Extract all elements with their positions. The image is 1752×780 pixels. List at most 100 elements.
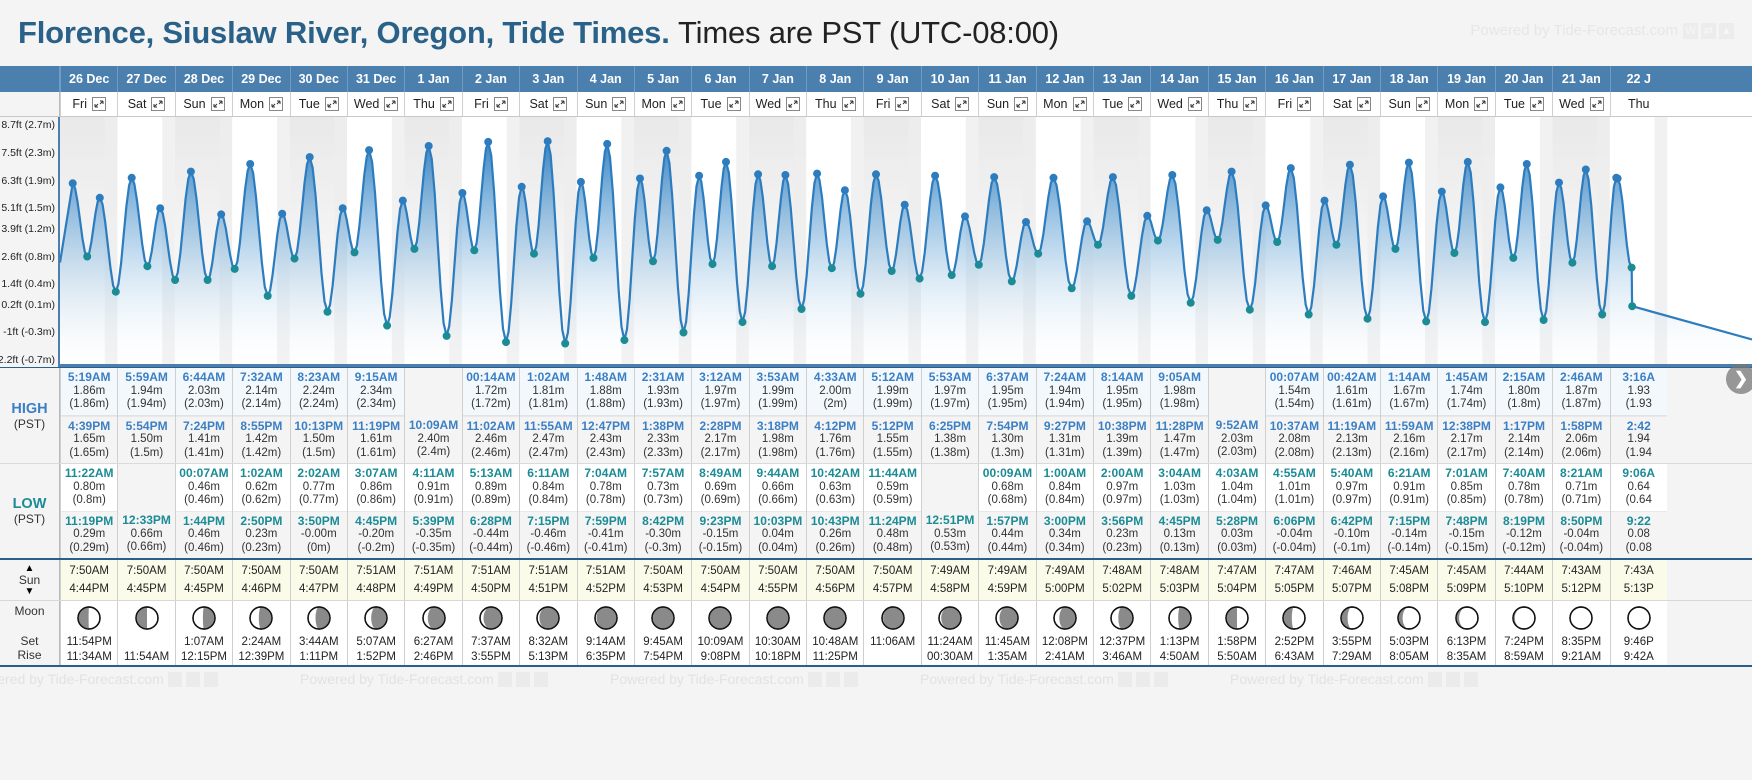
expand-icon[interactable] (726, 97, 741, 111)
expand-icon[interactable] (1589, 97, 1604, 111)
weekday-cell-18[interactable]: Tue (1093, 92, 1151, 116)
expand-icon[interactable] (786, 97, 801, 111)
date-header-6[interactable]: 1 Jan (404, 66, 461, 92)
date-header-14[interactable]: 9 Jan (863, 66, 920, 92)
weekday-cell-26[interactable]: Wed (1552, 92, 1610, 116)
date-header-4[interactable]: 30 Dec (289, 66, 347, 92)
expand-icon[interactable] (1474, 97, 1489, 111)
weekday-cell-4[interactable]: Tue (289, 92, 347, 116)
expand-icon[interactable] (1128, 97, 1143, 111)
weekday-cell-7[interactable]: Fri (461, 92, 520, 116)
date-header-17[interactable]: 12 Jan (1035, 66, 1093, 92)
expand-icon[interactable] (553, 97, 568, 111)
expand-icon[interactable] (841, 97, 856, 111)
tide-height-alt: (0.77m) (298, 494, 339, 506)
tide-time: 7:04AM (584, 466, 628, 480)
date-header-10[interactable]: 5 Jan (633, 66, 691, 92)
date-header-5[interactable]: 31 Dec (346, 66, 404, 92)
date-header-16[interactable]: 11 Jan (978, 66, 1035, 92)
high-tide-entry: 6:37AM 1.95m (1.95m) (979, 368, 1036, 416)
expand-icon[interactable] (1415, 97, 1430, 111)
scroll-right-button[interactable]: ❯ (1726, 364, 1752, 394)
tide-time: 4:45PM (355, 513, 398, 528)
tide-height-alt: (0.23m) (1102, 541, 1143, 554)
weekday-cell-15[interactable]: Sat (920, 92, 979, 116)
weekday-cell-25[interactable]: Tue (1494, 92, 1553, 116)
date-header-27[interactable]: 22 J (1609, 66, 1667, 92)
date-header-11[interactable]: 6 Jan (691, 66, 748, 92)
weekday-cell-22[interactable]: Sat (1322, 92, 1380, 116)
expand-icon[interactable] (210, 97, 225, 111)
expand-icon[interactable] (1243, 97, 1258, 111)
date-header-2[interactable]: 28 Dec (174, 66, 232, 92)
moonrise-time: 7:54PM (643, 651, 683, 663)
weekday-cell-2[interactable]: Sun (174, 92, 233, 116)
weekday-cell-17[interactable]: Mon (1035, 92, 1094, 116)
weekday-cell-6[interactable]: Thu (404, 92, 462, 116)
expand-icon[interactable] (1187, 97, 1202, 111)
weekday-cell-0[interactable]: Fri (60, 92, 118, 116)
expand-icon[interactable] (1014, 97, 1029, 111)
expand-icon[interactable] (1297, 97, 1312, 111)
expand-icon[interactable] (670, 97, 685, 111)
date-header-9[interactable]: 4 Jan (576, 66, 634, 92)
weekday-cell-14[interactable]: Fri (863, 92, 921, 116)
date-header-20[interactable]: 15 Jan (1207, 66, 1265, 92)
expand-icon[interactable] (1072, 97, 1087, 111)
weekday-cell-11[interactable]: Tue (691, 92, 749, 116)
weekday-cell-27[interactable]: Thu (1609, 92, 1667, 116)
high-tide-entry: 1:17PM 2.14m (2.14m) (1495, 415, 1553, 464)
weekday-cell-3[interactable]: Mon (232, 92, 290, 116)
expand-icon[interactable] (1356, 97, 1371, 111)
date-header-21[interactable]: 16 Jan (1265, 66, 1322, 92)
expand-icon[interactable] (895, 97, 910, 111)
date-header-24[interactable]: 19 Jan (1437, 66, 1494, 92)
weekday-cell-16[interactable]: Sun (978, 92, 1036, 116)
expand-icon[interactable] (151, 97, 166, 111)
moonrise-time: 6:43AM (1274, 651, 1315, 663)
sunrise-time: 7:44AM (1504, 565, 1544, 577)
weekday-cell-12[interactable]: Wed (748, 92, 807, 116)
expand-icon[interactable] (439, 97, 454, 111)
weekday-cell-21[interactable]: Fri (1265, 92, 1323, 116)
weekday-cell-8[interactable]: Sat (519, 92, 577, 116)
date-header-19[interactable]: 14 Jan (1150, 66, 1207, 92)
date-header-1[interactable]: 27 Dec (117, 66, 174, 92)
weekday-cell-1[interactable]: Sat (117, 92, 175, 116)
date-header-0[interactable]: 26 Dec (60, 66, 117, 92)
date-header-3[interactable]: 29 Dec (232, 66, 289, 92)
expand-icon[interactable] (324, 97, 339, 111)
weekday-cell-19[interactable]: Wed (1150, 92, 1208, 116)
weekday-cell-13[interactable]: Thu (806, 92, 864, 116)
weekday-cell-10[interactable]: Mon (633, 92, 692, 116)
weekday-cell-9[interactable]: Sun (576, 92, 634, 116)
sun-label-text: Sun (18, 573, 41, 587)
expand-icon[interactable] (384, 97, 399, 111)
expand-icon[interactable] (1530, 97, 1544, 111)
weekday-cell-23[interactable]: Sun (1379, 92, 1438, 116)
date-header-8[interactable]: 3 Jan (519, 66, 576, 92)
tide-height-alt: (-0.04m) (1272, 541, 1317, 554)
tide-height-alt: (1.61m) (1331, 398, 1372, 410)
date-header-25[interactable]: 20 Jan (1494, 66, 1552, 92)
expand-icon[interactable] (269, 97, 284, 111)
tide-time: 9:06A (1622, 466, 1656, 480)
date-header-15[interactable]: 10 Jan (920, 66, 978, 92)
date-header-13[interactable]: 8 Jan (806, 66, 863, 92)
date-header-22[interactable]: 17 Jan (1322, 66, 1380, 92)
expand-icon[interactable] (954, 97, 969, 111)
weekday-cell-5[interactable]: Wed (346, 92, 405, 116)
date-header-23[interactable]: 18 Jan (1379, 66, 1437, 92)
expand-icon[interactable] (91, 97, 106, 111)
tide-time: 4:45PM (1158, 513, 1201, 528)
date-header-7[interactable]: 2 Jan (461, 66, 519, 92)
sun-cell-5: 7:51AM 4:48PM (346, 560, 405, 600)
moon-phase-glyph (1340, 606, 1364, 630)
weekday-cell-24[interactable]: Mon (1437, 92, 1495, 116)
date-header-26[interactable]: 21 Jan (1552, 66, 1609, 92)
weekday-cell-20[interactable]: Thu (1207, 92, 1266, 116)
expand-icon[interactable] (612, 97, 627, 111)
date-header-12[interactable]: 7 Jan (748, 66, 806, 92)
expand-icon[interactable] (493, 97, 508, 111)
date-header-18[interactable]: 13 Jan (1093, 66, 1150, 92)
